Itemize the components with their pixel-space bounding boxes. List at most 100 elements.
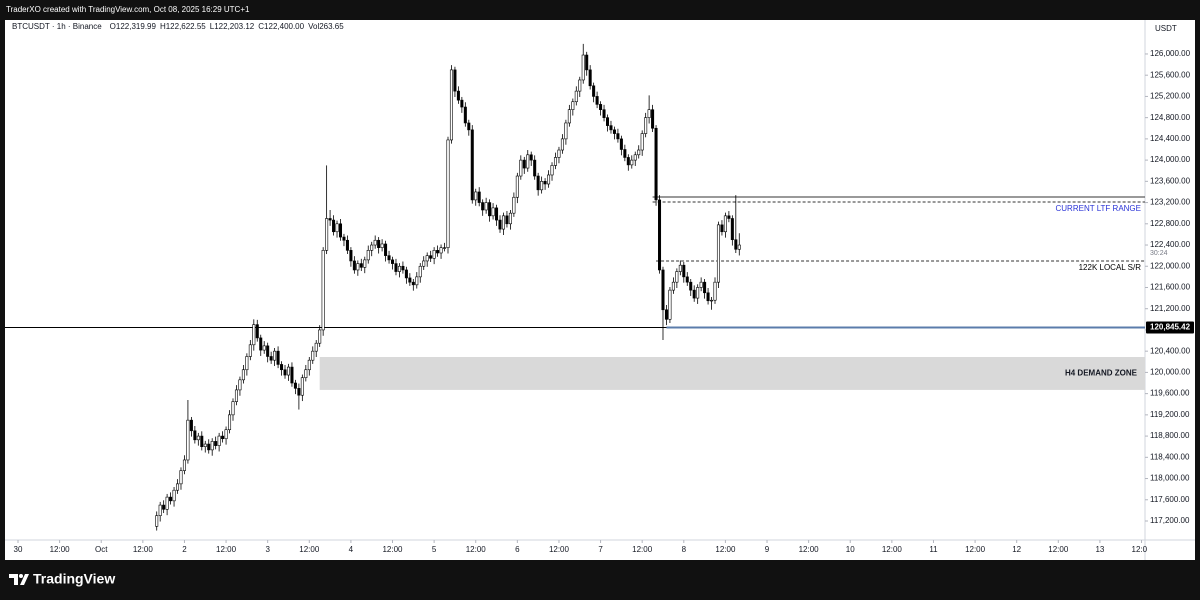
candle-body: [467, 122, 471, 131]
candle-body: [345, 239, 349, 251]
candle-body: [342, 236, 346, 241]
candle-body: [682, 264, 686, 278]
candle-body: [276, 350, 280, 365]
candle-body: [547, 174, 551, 185]
demand-zone: [319, 357, 1145, 390]
candle-body: [283, 369, 287, 376]
candle-body: [526, 154, 530, 169]
candle-body: [616, 133, 620, 140]
candle-body: [203, 443, 207, 447]
candle-body: [491, 207, 495, 217]
symbol-label: BTCUSDT · 1h · Binance: [12, 22, 102, 31]
currency-label: USDT: [1155, 24, 1177, 33]
candle-body: [692, 289, 696, 299]
y-tick-label: 123,200.00: [1150, 198, 1191, 207]
candle-body: [456, 90, 460, 101]
candle-body: [186, 419, 190, 461]
x-tick-label: 30: [14, 545, 23, 554]
y-tick-label: 117,200.00: [1150, 516, 1190, 525]
x-tick-label: 8: [682, 545, 687, 554]
x-tick-label: 7: [598, 545, 603, 554]
candle-body: [363, 259, 367, 268]
candle-body: [671, 281, 675, 291]
candle-body: [436, 250, 440, 254]
candle-body: [415, 276, 419, 286]
y-tick-label: 120,400.00: [1150, 346, 1191, 355]
candle-body: [713, 281, 717, 301]
candle-body: [522, 159, 526, 169]
candle-body: [200, 435, 204, 447]
candle-body: [443, 247, 447, 249]
candle-body: [366, 250, 370, 261]
plot-area: H4 DEMAND ZONE CURRENT LTF RANGE 122K LOCA…: [5, 43, 1145, 531]
candle-body: [488, 202, 492, 217]
x-tick-label: 12:00: [382, 545, 403, 554]
candle-body: [325, 218, 329, 251]
candle-body: [474, 191, 478, 201]
legend: BTCUSDT · 1h · Binance O122,319.99 H122,6…: [12, 22, 344, 31]
zone-label: H4 DEMAND ZONE: [1065, 369, 1138, 378]
candle-body: [165, 496, 169, 510]
candle-body: [730, 218, 734, 241]
candle-body: [311, 350, 315, 361]
candle-body: [155, 515, 159, 527]
x-tick-label: 12:00: [882, 545, 903, 554]
brand-name: TradingView: [33, 571, 115, 587]
candle-body: [498, 219, 502, 230]
candle-body: [411, 281, 415, 286]
candle-body: [387, 255, 391, 261]
chart-panel: [5, 20, 1195, 560]
candle-body: [182, 459, 186, 471]
candle-body: [706, 292, 710, 302]
candle-body: [505, 215, 509, 225]
candle-body: [647, 109, 651, 118]
candle-body: [675, 271, 679, 283]
y-tick-label: 122,800.00: [1150, 219, 1191, 228]
candle-body: [664, 309, 668, 320]
y-tick-label: 124,400.00: [1150, 134, 1191, 143]
y-tick-label: 122,400.00: [1150, 240, 1191, 249]
y-tick-label: 119,600.00: [1150, 389, 1190, 398]
y-tick-label: 121,200.00: [1150, 304, 1191, 313]
candle-body: [720, 224, 724, 233]
x-tick-label: 12:00: [133, 545, 154, 554]
x-tick-label: 12: [1012, 545, 1021, 554]
candle-body: [422, 260, 426, 267]
candle-body: [446, 139, 450, 248]
candle-body: [609, 125, 613, 131]
y-tick-label: 119,200.00: [1150, 410, 1190, 419]
candle-body: [401, 265, 405, 271]
candle-body: [723, 215, 727, 233]
y-tick-label: 120,000.00: [1150, 368, 1191, 377]
candle-body: [425, 255, 429, 262]
candle-body: [259, 337, 263, 351]
candle-body: [241, 369, 245, 381]
candle-body: [432, 250, 436, 259]
candle-body: [397, 265, 401, 272]
candle-body: [553, 157, 558, 166]
price-axis: 117,200.00 117,600.00 118,000.00 118,400.00…: [1145, 49, 1194, 525]
candle-body: [633, 154, 637, 161]
candle-body: [567, 109, 571, 124]
candle-body: [685, 276, 689, 283]
candle-body: [158, 504, 162, 516]
y-tick-label: 125,200.00: [1150, 92, 1191, 101]
candle-body: [529, 154, 533, 161]
x-tick-label: 12:00: [799, 545, 820, 554]
candle-body: [623, 149, 627, 158]
y-tick-label: 121,600.00: [1150, 283, 1191, 292]
y-tick-label: 124,000.00: [1150, 155, 1191, 164]
x-tick-label: 12:00: [1132, 545, 1153, 554]
x-tick-label: 12:00: [50, 545, 71, 554]
candle-body: [439, 247, 443, 254]
candle-body: [710, 299, 714, 302]
brand-icon-dot: [19, 574, 23, 578]
candle-body: [214, 441, 218, 446]
candle-body: [716, 224, 720, 283]
candle-body: [321, 250, 325, 331]
candle-body: [484, 202, 488, 211]
candle-body: [536, 175, 540, 191]
y-tick-label: 125,600.00: [1150, 70, 1191, 79]
y-tick-label: 123,600.00: [1150, 176, 1191, 185]
